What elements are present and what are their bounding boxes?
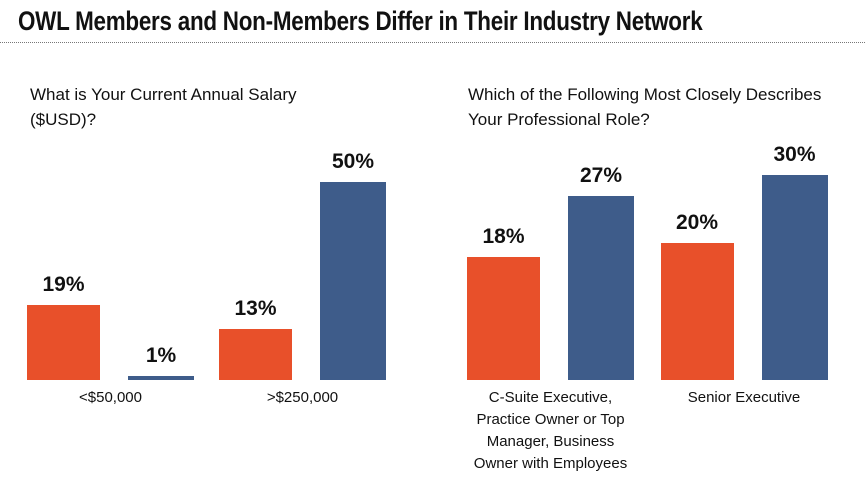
- value-label: 18%: [482, 225, 525, 248]
- value-label: 19%: [42, 272, 85, 296]
- value-label: 13%: [234, 296, 277, 320]
- value-label: 20%: [675, 211, 719, 235]
- title-rule: [0, 42, 865, 43]
- bar: [128, 376, 194, 380]
- x-tick-label: >$250,000: [266, 389, 339, 406]
- bar: [568, 195, 634, 380]
- bar: [660, 243, 734, 380]
- value-label: 27%: [579, 163, 623, 187]
- x-tick-label: C-Suite Executive, Practice Owner or Top…: [473, 389, 628, 472]
- value-label: 30%: [773, 143, 816, 166]
- value-label: 1%: [145, 344, 177, 368]
- bar: [467, 257, 540, 380]
- chart-title: Which of the Following Most Closely Desc…: [468, 85, 822, 129]
- value-label: 50%: [331, 150, 375, 173]
- bar: [761, 175, 828, 380]
- bar: [219, 328, 292, 380]
- bar: [27, 304, 100, 380]
- x-tick-label: <$50,000: [79, 389, 142, 406]
- page-title: OWL Members and Non-Members Differ in Th…: [18, 6, 703, 36]
- bar: [320, 182, 386, 380]
- x-tick-label: Senior Executive: [687, 389, 801, 406]
- chart-title: What is Your Current Annual Salary ($USD…: [30, 85, 297, 129]
